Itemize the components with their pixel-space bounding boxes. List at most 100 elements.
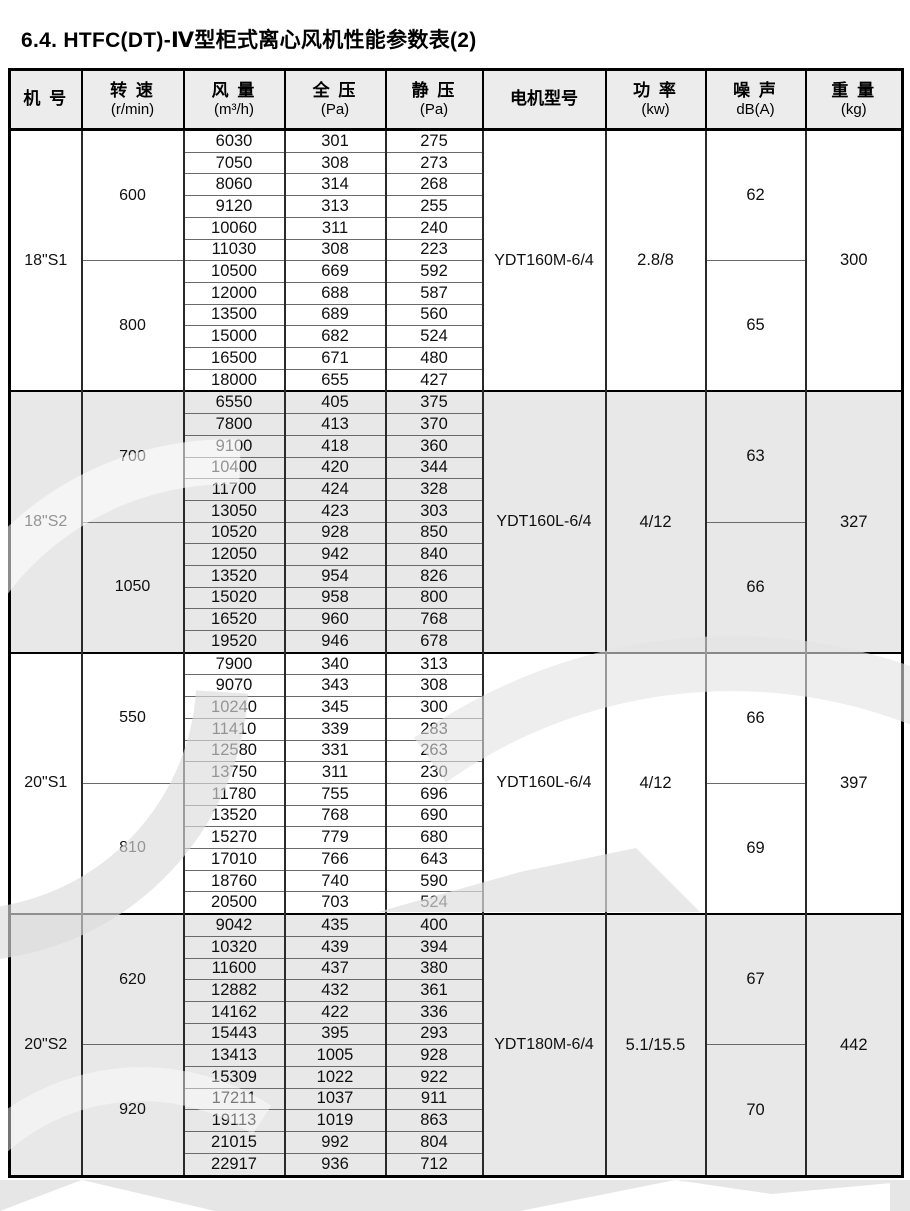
cell-static-pressure: 303 xyxy=(384,499,484,523)
table-row: 18"S1 600 6030 301 275 YDT160M-6/4 2.8/8 62 300 xyxy=(8,128,904,392)
cell-static-pressure: 328 xyxy=(384,478,484,501)
footer-swoosh-right xyxy=(520,1180,890,1211)
table-row: 800 10500 669 592 65 xyxy=(10,260,903,392)
cell-airflow: 13050 xyxy=(182,499,286,523)
col-header-motor-model: 电机型号 xyxy=(481,68,607,131)
cell-airflow: 9070 xyxy=(182,674,286,698)
cell-airflow: 11600 xyxy=(182,957,286,981)
cell-total-pressure: 779 xyxy=(283,826,387,849)
cell-static-pressure: 587 xyxy=(384,281,484,305)
cell-airflow: 18760 xyxy=(182,869,286,893)
cell-power: 2.8/8 xyxy=(604,128,707,392)
cell-motor-model: YDT160L-6/4 xyxy=(481,651,607,915)
cell-total-pressure: 432 xyxy=(283,979,387,1002)
cell-airflow: 7800 xyxy=(182,413,286,436)
cell-total-pressure: 928 xyxy=(283,521,387,545)
table-row: 19113 1019 863 xyxy=(10,1109,903,1132)
cell-total-pressure: 422 xyxy=(283,1000,387,1024)
cell-static-pressure: 263 xyxy=(384,739,484,763)
footer-watermark-band xyxy=(0,1180,910,1211)
cell-speed: 800 xyxy=(80,260,185,392)
cell-airflow: 12050 xyxy=(182,543,286,566)
cell-machine-model: 18"S1 xyxy=(8,128,83,392)
cell-motor-model: YDT180M-6/4 xyxy=(481,913,607,1178)
cell-static-pressure: 696 xyxy=(384,782,484,806)
cell-noise: 69 xyxy=(704,782,807,915)
cell-static-pressure: 590 xyxy=(384,869,484,893)
cell-total-pressure: 958 xyxy=(283,586,387,610)
cell-total-pressure: 345 xyxy=(283,696,387,719)
col-header-static-pressure: 静 压 (Pa) xyxy=(384,68,484,131)
cell-noise: 65 xyxy=(704,260,807,392)
cell-static-pressure: 427 xyxy=(384,368,484,392)
cell-airflow: 15309 xyxy=(182,1065,286,1089)
cell-airflow: 18000 xyxy=(182,368,286,392)
cell-airflow: 13500 xyxy=(182,303,286,327)
cell-machine-model: 20"S2 xyxy=(8,913,83,1178)
table-row: 9120 313 255 xyxy=(10,195,903,218)
table-row: 11600 437 380 xyxy=(10,957,903,981)
table-row: 12000 688 587 xyxy=(10,281,903,305)
cell-static-pressure: 255 xyxy=(384,195,484,218)
cell-airflow: 6030 xyxy=(182,128,286,153)
cell-static-pressure: 275 xyxy=(384,128,484,153)
cell-speed: 600 xyxy=(80,128,185,262)
cell-static-pressure: 850 xyxy=(384,521,484,545)
cell-machine-model: 20"S1 xyxy=(8,651,83,915)
table-row: 7800 413 370 xyxy=(10,413,903,436)
cell-static-pressure: 223 xyxy=(384,238,484,262)
col-header-power: 功 率 (kw) xyxy=(604,68,707,131)
table-row: 21015 992 804 xyxy=(10,1131,903,1154)
cell-total-pressure: 655 xyxy=(283,368,387,392)
cell-total-pressure: 413 xyxy=(283,413,387,436)
cell-static-pressure: 800 xyxy=(384,586,484,610)
cell-motor-model: YDT160L-6/4 xyxy=(481,390,607,654)
cell-total-pressure: 740 xyxy=(283,869,387,893)
table-row: 920 13413 1005 928 70 xyxy=(10,1044,903,1177)
col-header-total-pressure-label: 全 压 xyxy=(312,80,358,100)
cell-static-pressure: 283 xyxy=(384,717,484,741)
cell-static-pressure: 380 xyxy=(384,957,484,981)
cell-static-pressure: 300 xyxy=(384,696,484,719)
cell-total-pressure: 405 xyxy=(283,390,387,415)
table-row: 16500 671 480 xyxy=(10,346,903,370)
col-header-noise: 噪 声 dB(A) xyxy=(704,68,807,131)
cell-total-pressure: 313 xyxy=(283,195,387,218)
cell-static-pressure: 273 xyxy=(384,151,484,175)
cell-static-pressure: 804 xyxy=(384,1131,484,1154)
cell-airflow: 6550 xyxy=(182,390,286,415)
table-row: 7050 308 273 xyxy=(10,151,903,175)
cell-static-pressure: 922 xyxy=(384,1065,484,1089)
col-header-speed-label: 转 速 xyxy=(110,80,155,100)
cell-airflow: 10500 xyxy=(182,260,286,283)
cell-airflow: 12882 xyxy=(182,979,286,1002)
cell-speed: 620 xyxy=(80,913,185,1046)
table-row: 12882 432 361 xyxy=(10,979,903,1002)
cell-airflow: 15443 xyxy=(182,1022,286,1046)
cell-airflow: 9100 xyxy=(182,434,286,458)
cell-total-pressure: 439 xyxy=(283,935,387,959)
cell-total-pressure: 936 xyxy=(283,1152,387,1178)
col-header-noise-unit: dB(A) xyxy=(736,100,775,118)
col-header-total-pressure: 全 压 (Pa) xyxy=(283,68,387,131)
cell-noise: 66 xyxy=(704,651,807,784)
cell-speed: 1050 xyxy=(80,521,185,654)
cell-airflow: 13520 xyxy=(182,804,286,828)
table-row: 1050 10520 928 850 66 xyxy=(10,521,903,654)
cell-airflow: 9042 xyxy=(182,913,286,937)
cell-airflow: 21015 xyxy=(182,1131,286,1154)
table-row: 22917 936 712 xyxy=(10,1152,903,1178)
cell-airflow: 10320 xyxy=(182,935,286,959)
cell-speed: 700 xyxy=(80,390,185,523)
cell-static-pressure: 524 xyxy=(384,325,484,348)
cell-airflow: 16520 xyxy=(182,608,286,631)
cell-total-pressure: 308 xyxy=(283,238,387,262)
col-header-airflow: 风 量 (m³/h) xyxy=(182,68,286,131)
cell-static-pressure: 308 xyxy=(384,674,484,698)
table-row: 17211 1037 911 xyxy=(10,1087,903,1111)
col-header-airflow-unit: (m³/h) xyxy=(214,100,254,118)
cell-static-pressure: 344 xyxy=(384,456,484,480)
col-header-speed-unit: (r/min) xyxy=(110,100,155,118)
cell-total-pressure: 671 xyxy=(283,346,387,370)
cell-static-pressure: 826 xyxy=(384,564,484,588)
